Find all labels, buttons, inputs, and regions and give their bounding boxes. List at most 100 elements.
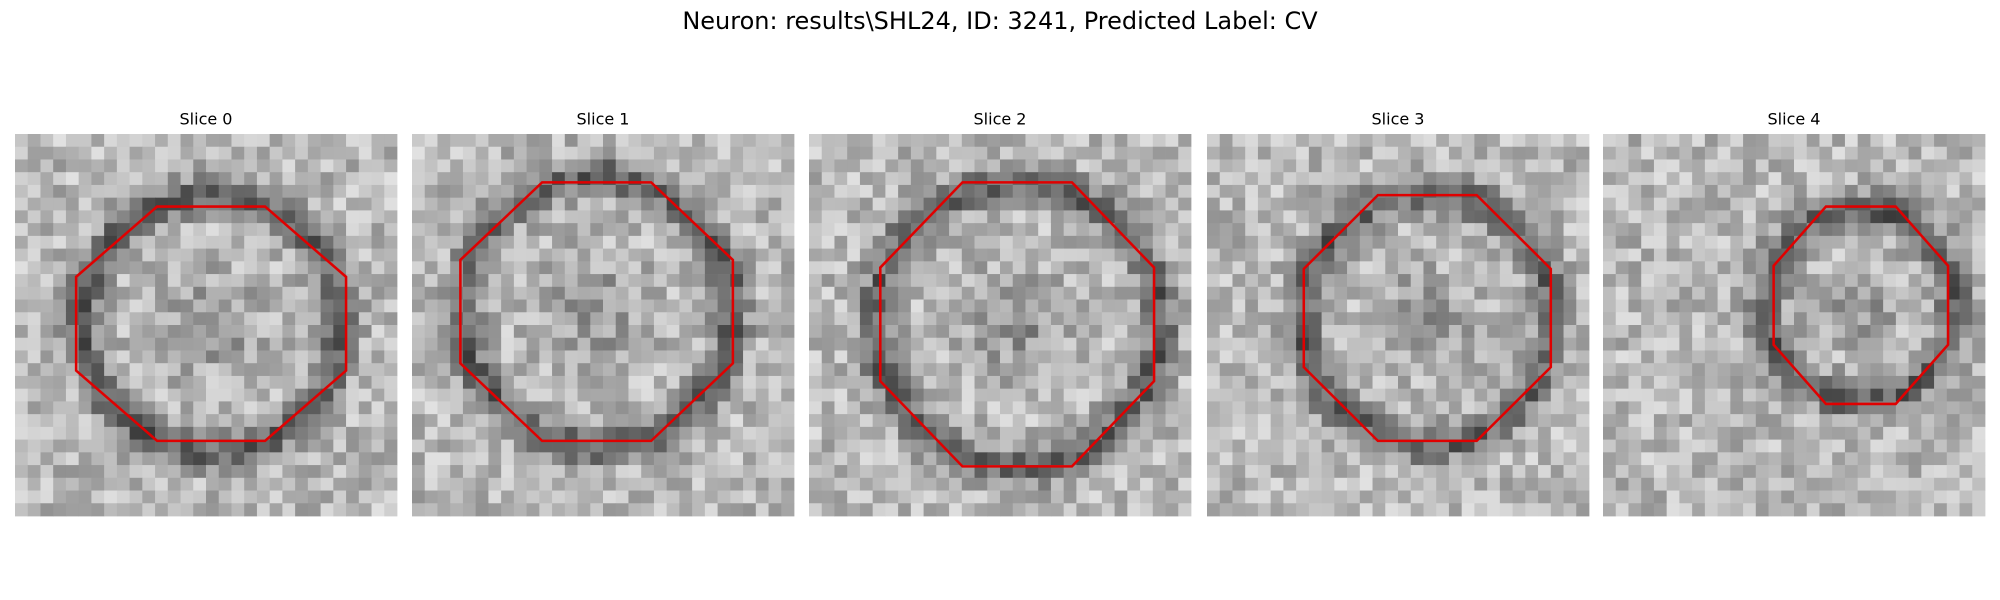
pixel [116, 159, 130, 173]
pixel [1883, 159, 1897, 173]
pixel [53, 261, 67, 275]
pixel [1372, 426, 1386, 440]
pixel [218, 388, 232, 402]
pixel [501, 146, 515, 160]
pixel [1959, 197, 1973, 211]
contour [1772, 205, 1950, 406]
pixel [1372, 503, 1386, 517]
pixel [1410, 465, 1424, 479]
pixel [333, 401, 347, 415]
pixel [1857, 286, 1871, 300]
pixel [116, 490, 130, 504]
pixel [692, 465, 706, 479]
pixel [295, 477, 309, 491]
pixel [65, 197, 80, 211]
pixel [78, 184, 92, 199]
pixel [501, 235, 515, 249]
pixel [1499, 172, 1513, 186]
pixel [692, 503, 706, 517]
pixel [1972, 414, 1986, 428]
pixel [53, 159, 67, 173]
pixel [1576, 375, 1590, 390]
pixel [1461, 210, 1475, 224]
pixel [974, 439, 988, 453]
pixel [1152, 312, 1166, 326]
pixel [898, 337, 912, 351]
pixel [129, 197, 143, 211]
pixel [1730, 223, 1744, 237]
pixel [1768, 299, 1782, 313]
pixel [1063, 477, 1077, 491]
pixel [269, 337, 283, 351]
pixel [1347, 286, 1361, 300]
pixel [78, 134, 92, 148]
pixel [1474, 388, 1488, 402]
pixel [244, 325, 258, 339]
pixel [475, 401, 489, 415]
pixel [244, 477, 258, 491]
pixel [847, 490, 861, 504]
pixel [206, 350, 220, 364]
pixel [1114, 146, 1128, 160]
pixel [513, 172, 527, 186]
pixel [526, 274, 540, 288]
pixel [1819, 312, 1833, 326]
pixel [974, 350, 988, 364]
pixel [1692, 477, 1706, 491]
pixel [577, 439, 591, 453]
pixel [1410, 159, 1424, 173]
pixel [910, 312, 924, 326]
pixel [1050, 312, 1065, 326]
pixel [1245, 223, 1259, 237]
pixel [1692, 452, 1706, 466]
pixel [27, 414, 41, 428]
pixel [475, 426, 489, 440]
pixel [577, 223, 591, 237]
pixel [1704, 235, 1718, 249]
pixel [1819, 426, 1833, 440]
pixel [1512, 184, 1526, 199]
pixel [269, 248, 283, 262]
pixel [1063, 363, 1077, 377]
pixel [155, 223, 169, 237]
pixel [1000, 197, 1014, 211]
pixel [1959, 465, 1973, 479]
pixel [1972, 312, 1986, 326]
pixel [539, 223, 553, 237]
pixel [615, 134, 629, 148]
pixel [1819, 223, 1833, 237]
pixel [923, 503, 937, 517]
pixel [1114, 197, 1128, 211]
pixel [1114, 490, 1128, 504]
pixel [488, 363, 502, 377]
pixel [1359, 248, 1373, 262]
pixel [1385, 477, 1399, 491]
pixel [1101, 312, 1115, 326]
pixel [704, 477, 718, 491]
pixel [1359, 159, 1373, 173]
pixel [974, 490, 988, 504]
pixel [1487, 286, 1501, 300]
pixel [231, 465, 245, 479]
pixel [412, 388, 426, 402]
pixel [781, 337, 795, 351]
pixel [513, 274, 527, 288]
pixel [809, 261, 823, 275]
pixel [1448, 401, 1463, 415]
pixel [1832, 274, 1846, 288]
pixel [65, 223, 80, 237]
pixel [628, 388, 642, 402]
pixel [1768, 172, 1782, 186]
pixel [743, 159, 757, 173]
pixel [1372, 235, 1386, 249]
pixel [755, 299, 769, 313]
pixel [526, 503, 540, 517]
pixel [513, 426, 527, 440]
pixel [974, 299, 988, 313]
pixel [501, 426, 515, 440]
pixel [1781, 414, 1795, 428]
pixel [1140, 248, 1154, 262]
pixel [1870, 388, 1884, 402]
pixel [1152, 503, 1166, 517]
pixel [526, 465, 540, 479]
